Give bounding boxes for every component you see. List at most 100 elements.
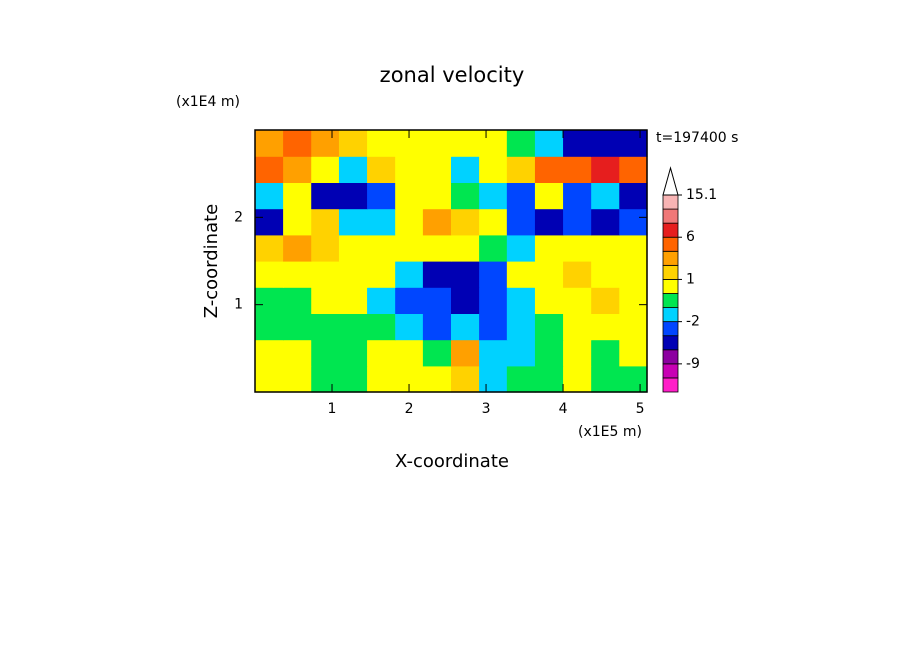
field-cell — [311, 156, 340, 183]
x-axis-label: X-coordinate — [395, 451, 509, 472]
field-cell — [255, 287, 284, 314]
field-cell — [591, 339, 620, 367]
field-cell — [422, 182, 452, 210]
colorbar-tick-label: -9 — [686, 356, 700, 372]
field-cell — [619, 182, 648, 210]
field-cell — [255, 208, 284, 236]
field-cell — [367, 339, 396, 367]
field-cell — [563, 208, 592, 236]
colorbar-band — [662, 250, 679, 266]
field-cell — [619, 261, 648, 288]
field-cell — [563, 287, 592, 314]
field-cell — [283, 234, 312, 262]
field-cell — [395, 182, 424, 210]
field-cell — [311, 287, 340, 314]
field-cell — [591, 234, 620, 262]
field-cell — [451, 365, 480, 393]
field-cell — [534, 156, 564, 183]
field-cell — [255, 339, 284, 367]
field-cell — [338, 234, 368, 262]
field-cell — [395, 208, 424, 236]
field-cell — [422, 130, 452, 157]
field-cell — [311, 208, 340, 236]
field-cell — [283, 156, 312, 183]
field-cell — [563, 365, 592, 393]
field-cell — [591, 287, 620, 314]
x-tick-label: 4 — [559, 401, 568, 417]
field-cell — [563, 156, 592, 183]
field-cell — [506, 339, 536, 367]
field-cell — [451, 130, 480, 157]
x-tick-label: 5 — [636, 401, 645, 417]
field-cell — [311, 234, 340, 262]
field-cell — [591, 156, 620, 183]
field-cell — [367, 156, 396, 183]
field-cell — [283, 339, 312, 367]
field-cell — [311, 261, 340, 288]
field-cell — [591, 208, 620, 236]
field-cell — [395, 339, 424, 367]
colorbar-tick-label: -2 — [686, 314, 700, 330]
colorbar-band — [662, 377, 679, 393]
field-cell — [479, 182, 508, 210]
y-axis-label: Z-coordinate — [201, 204, 222, 319]
field-cell — [338, 156, 368, 183]
field-cell — [479, 339, 508, 367]
field-cell — [479, 208, 508, 236]
field-cell — [255, 365, 284, 393]
field-cell — [451, 156, 480, 183]
field-cell — [367, 365, 396, 393]
field-cell — [563, 261, 592, 288]
colorbar-band — [662, 307, 679, 323]
colorbar-band — [662, 264, 679, 280]
field-cell — [395, 287, 424, 314]
field-cell — [506, 130, 536, 157]
field-cell — [619, 287, 648, 314]
field-cell — [534, 261, 564, 288]
field-cell — [395, 156, 424, 183]
field-cell — [591, 313, 620, 341]
field-cell — [422, 287, 452, 314]
colorbar-band — [662, 194, 679, 210]
field-cell — [563, 313, 592, 341]
field-cell — [367, 208, 396, 236]
field-cell — [338, 365, 368, 393]
field-cell — [619, 156, 648, 183]
y-tick-label: 2 — [234, 209, 243, 225]
field-cell — [338, 287, 368, 314]
field-cell — [311, 365, 340, 393]
field-cell — [479, 313, 508, 341]
field-cell — [479, 365, 508, 393]
field-cell — [534, 208, 564, 236]
field-cell — [367, 130, 396, 157]
x-tick-label: 1 — [328, 401, 337, 417]
field-cell — [395, 261, 424, 288]
field-cell — [479, 261, 508, 288]
field-cell — [255, 234, 284, 262]
field-cell — [422, 156, 452, 183]
colorbar-band — [662, 208, 679, 224]
x-multiplier: (x1E5 m) — [578, 424, 642, 440]
field-cell — [506, 261, 536, 288]
field-cell — [367, 287, 396, 314]
field-cell — [338, 182, 368, 210]
field-cell — [591, 182, 620, 210]
y-tick-label: 1 — [234, 297, 243, 313]
colorbar-band — [662, 222, 679, 238]
field-cell — [422, 365, 452, 393]
field-cell — [422, 339, 452, 367]
colorbar-band — [662, 335, 679, 351]
field-cell — [422, 261, 452, 288]
field-cell — [451, 339, 480, 367]
field-cell — [367, 313, 396, 341]
field-cell — [563, 130, 592, 157]
field — [255, 130, 648, 393]
field-cell — [534, 339, 564, 367]
colorbar-band — [662, 349, 679, 365]
field-cell — [283, 208, 312, 236]
field-cell — [395, 234, 424, 262]
field-cell — [451, 182, 480, 210]
field-cell — [367, 182, 396, 210]
field-cell — [422, 313, 452, 341]
field-cell — [534, 287, 564, 314]
